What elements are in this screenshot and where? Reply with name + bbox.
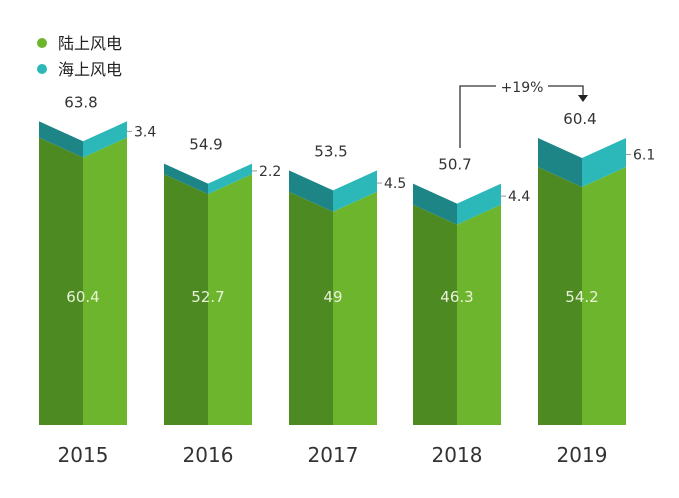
x-tick-label: 2016: [183, 443, 234, 467]
bar-offshore-left-face: [164, 163, 208, 195]
bar-onshore-left-face: [39, 137, 83, 425]
bar-offshore-left-face: [39, 121, 83, 158]
offshore-value-label: 3.4: [134, 124, 156, 140]
offshore-value-label: 2.2: [259, 164, 281, 180]
bar-onshore-left-face: [538, 167, 582, 425]
growth-bracket-line-right: [548, 85, 584, 96]
growth-bracket-line-left: [459, 85, 496, 148]
legend-label-offshore: 海上风电: [58, 60, 122, 79]
growth-label: +19%: [501, 80, 544, 96]
bar-onshore-left-face: [164, 174, 208, 425]
bar-offshore-left-face: [289, 170, 333, 212]
x-tick-label: 2017: [308, 443, 359, 467]
total-value-label: 60.4: [563, 110, 596, 128]
bar-offshore-right-face: [208, 163, 252, 195]
bar-offshore-right-face: [83, 121, 127, 158]
bar-offshore-left-face: [538, 137, 582, 188]
legend-label-onshore: 陆上风电: [58, 34, 122, 53]
offshore-value-label: 4.4: [508, 189, 530, 205]
bar-offshore-right-face: [457, 183, 501, 225]
bar-onshore-left-face: [413, 204, 457, 425]
total-value-label: 53.5: [314, 142, 347, 160]
legend-marker-offshore: [37, 64, 47, 74]
bar-onshore-right-face: [333, 191, 377, 425]
onshore-value-label: 54.2: [565, 288, 598, 306]
x-tick-label: 2015: [58, 443, 109, 467]
bar-onshore-right-face: [457, 204, 501, 425]
bar-offshore-left-face: [413, 183, 457, 225]
onshore-value-label: 49: [323, 288, 342, 306]
total-value-label: 54.9: [189, 136, 222, 154]
x-tick-label: 2019: [557, 443, 608, 467]
growth-annotation: +19%: [459, 80, 588, 148]
offshore-value-label: 4.5: [384, 176, 406, 192]
bar-onshore-right-face: [83, 137, 127, 425]
onshore-value-label: 46.3: [440, 288, 473, 306]
offshore-value-label: 6.1: [633, 147, 655, 163]
total-value-label: 50.7: [438, 156, 471, 174]
bars: 60.4 3.4 63.8 2015 52.7 2.2 54.9 2016 49 4.5 53.5 2…: [39, 93, 655, 467]
bar-onshore-right-face: [582, 167, 626, 425]
legend: 陆上风电 海上风电: [37, 34, 122, 79]
legend-marker-onshore: [37, 38, 47, 48]
x-tick-label: 2018: [432, 443, 483, 467]
bar-offshore-right-face: [333, 170, 377, 212]
bar-onshore-right-face: [208, 174, 252, 425]
total-value-label: 63.8: [64, 93, 97, 111]
onshore-value-label: 60.4: [66, 288, 99, 306]
onshore-value-label: 52.7: [191, 288, 224, 306]
bar-offshore-right-face: [582, 137, 626, 188]
growth-arrow-head: [578, 95, 588, 102]
bar-onshore-left-face: [289, 191, 333, 425]
